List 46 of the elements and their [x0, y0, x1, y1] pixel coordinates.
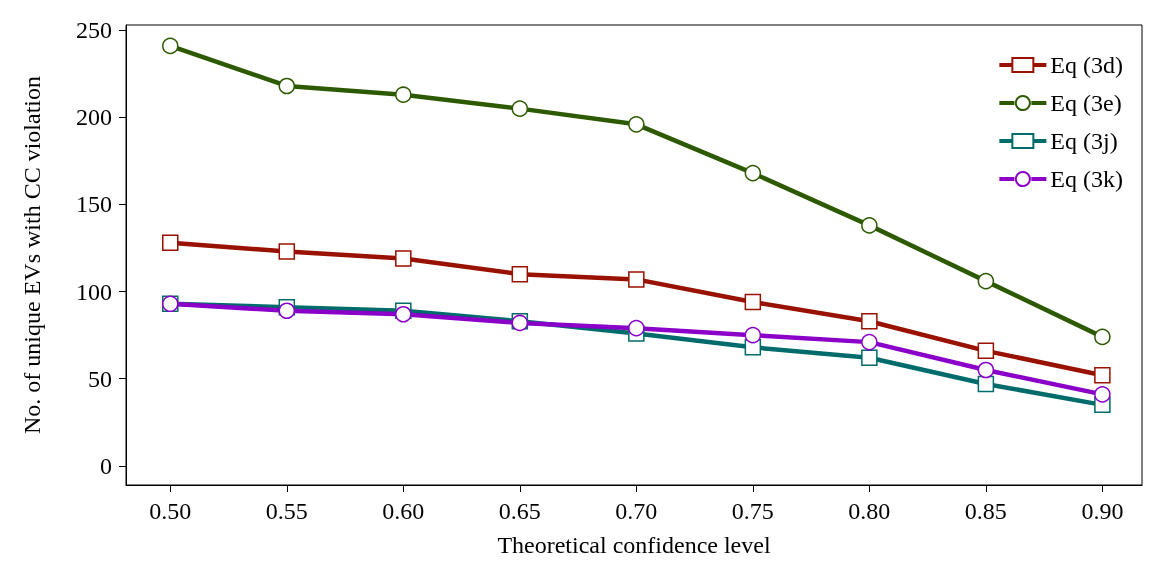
x-tick-label: 0.70: [615, 498, 658, 524]
point: [977, 342, 995, 360]
x-tick-label: 0.55: [265, 498, 308, 524]
point: [977, 272, 995, 290]
point: [861, 312, 878, 330]
point: [744, 293, 762, 311]
point: [861, 217, 878, 234]
point: [1094, 386, 1111, 403]
point: [395, 250, 412, 267]
y-tick-label: 200: [76, 104, 112, 131]
point: [861, 349, 878, 367]
y-tick-label: 0: [100, 452, 112, 479]
point: [511, 100, 529, 117]
point: [861, 333, 878, 351]
x-tick-label: 0.80: [848, 498, 891, 524]
legend-label: Eq (3j): [1050, 128, 1118, 154]
point: [278, 77, 296, 95]
point: [395, 86, 412, 103]
point: [162, 37, 179, 55]
x-tick-label: 0.90: [1081, 498, 1124, 524]
point: [628, 116, 645, 133]
y-tick-label: 250: [76, 17, 112, 44]
x-tick-label: 0.75: [731, 498, 774, 524]
legend-label: Eq (3k): [1050, 166, 1124, 192]
y-axis-title: No. of unique EVs with CC violation: [19, 76, 45, 434]
legend-label: Eq (3d): [1050, 52, 1124, 78]
point: [1094, 328, 1111, 346]
x-tick-label: 0.50: [149, 498, 192, 524]
point: [628, 319, 645, 337]
point: [278, 243, 296, 260]
legend-label: Eq (3e): [1050, 90, 1122, 116]
point: [1094, 366, 1111, 384]
point: [511, 265, 529, 283]
point: [744, 326, 762, 344]
point: [395, 306, 412, 323]
x-tick-label: 0.85: [964, 498, 1007, 524]
y-tick-label: 150: [76, 191, 112, 218]
point: [628, 271, 645, 288]
x-tick-label: 0.60: [382, 498, 425, 524]
point: [162, 234, 179, 252]
point: [977, 361, 995, 379]
y-tick-label: 100: [76, 278, 112, 305]
point: [744, 164, 762, 182]
x-axis-title: Theoretical confidence level: [497, 532, 771, 558]
x-tick-label: 0.65: [498, 498, 541, 524]
y-tick-label: 50: [88, 365, 112, 392]
